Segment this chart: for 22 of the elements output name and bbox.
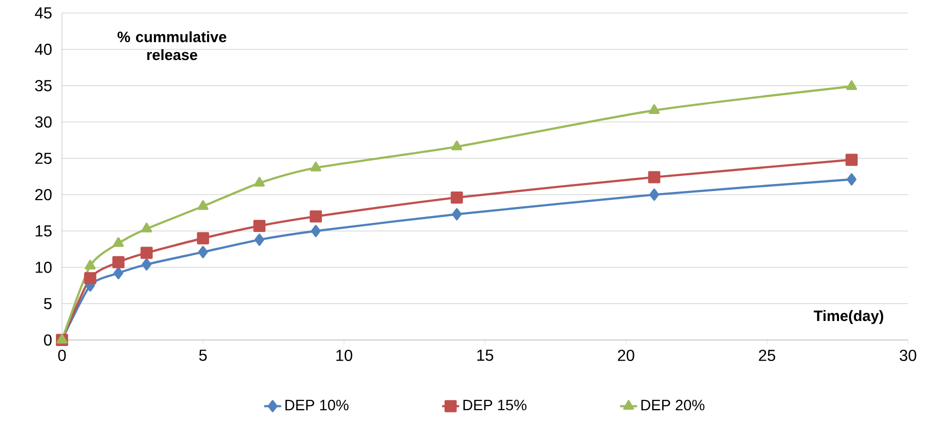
x-tick-label: 25: [758, 350, 776, 362]
x-tick-label: 15: [477, 350, 494, 361]
legend-label: DEP 10%: [285, 400, 348, 410]
y-tick-label: 5: [44, 298, 52, 310]
y-tick-label: 0: [44, 334, 52, 346]
y-tick-label: 45: [34, 7, 52, 19]
x-tick-label: 10: [336, 350, 352, 362]
x-tick-label: 5: [199, 350, 207, 361]
y-tick-label: 35: [35, 80, 52, 92]
y-axis-title: % cummulative release: [118, 31, 226, 60]
legend-label: DEP 20%: [641, 400, 704, 410]
legend-label: DEP 15%: [463, 400, 526, 410]
y-tick-label: 20: [35, 189, 52, 200]
x-tick-label: 20: [618, 350, 634, 362]
x-tick-label: 0: [58, 350, 66, 362]
x-tick-label: 30: [900, 350, 916, 362]
y-tick-label: 40: [34, 44, 52, 55]
y-tick-label: 10: [36, 262, 52, 273]
y-tick-label: 25: [35, 152, 52, 164]
x-axis-title: Time(day): [814, 310, 884, 324]
y-tick-label: 30: [35, 116, 52, 128]
y-tick-label: 15: [36, 225, 52, 237]
